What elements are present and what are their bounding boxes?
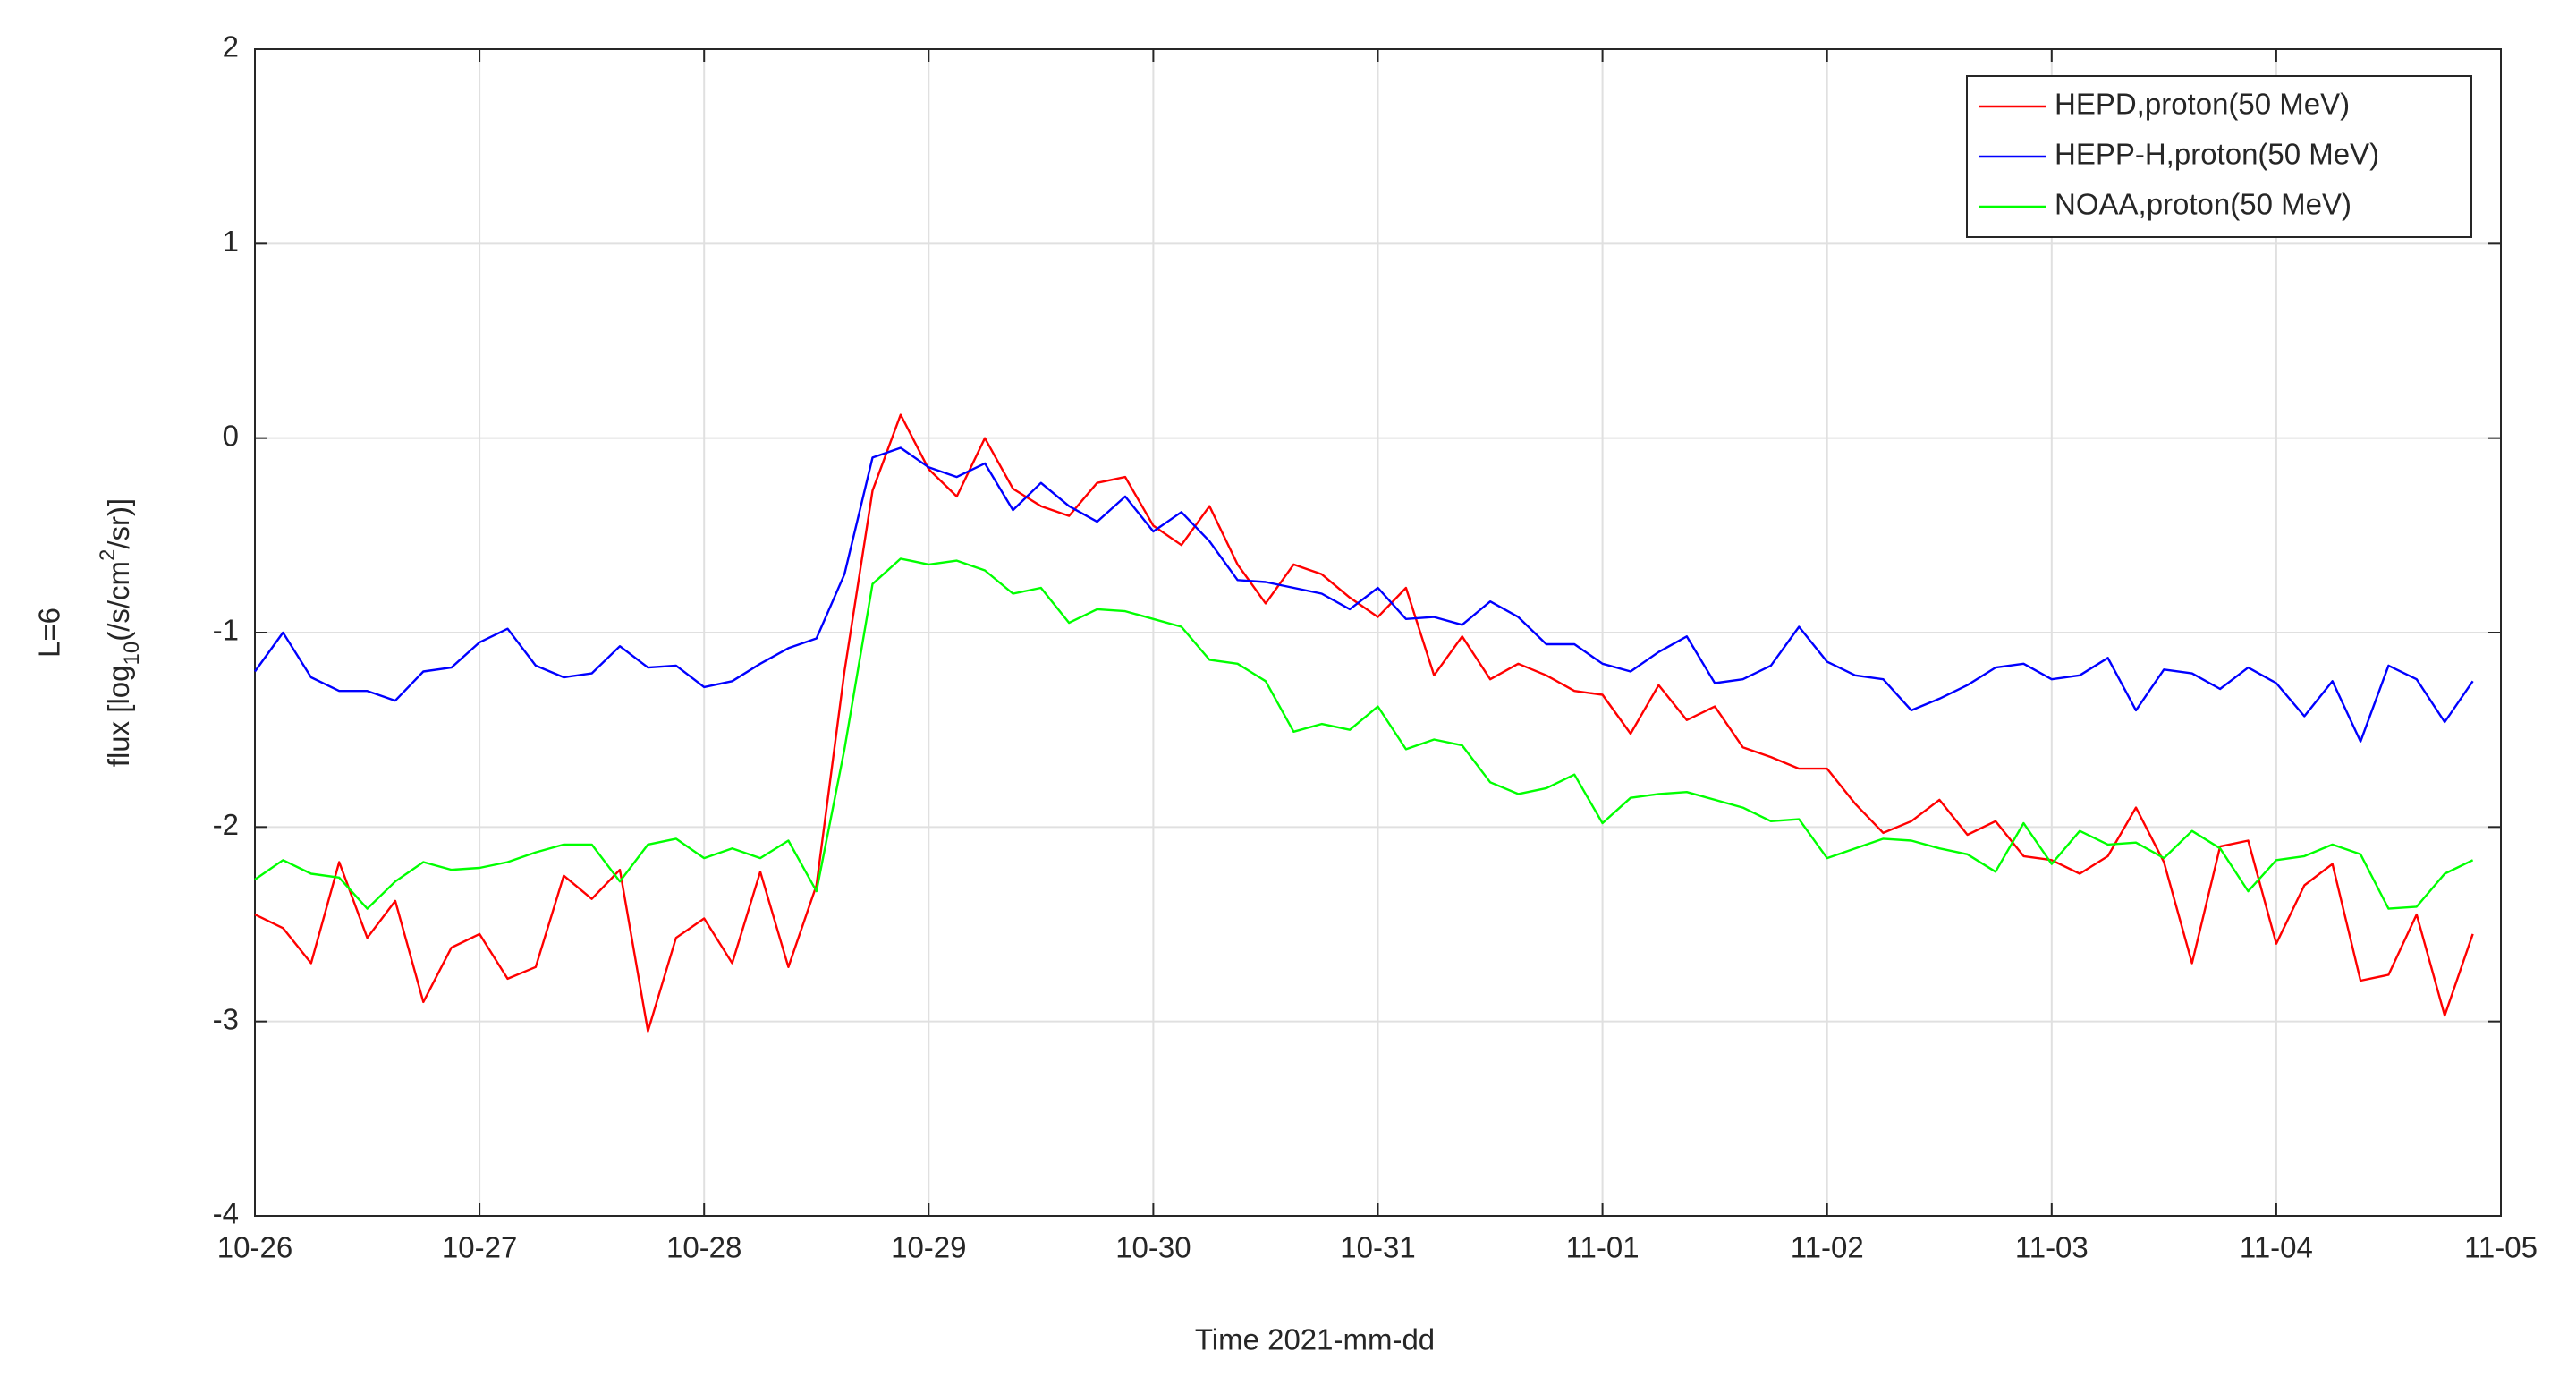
legend-box	[1966, 75, 2472, 238]
y-axis-label: flux [log10(/s/cm2/sr)]	[96, 498, 144, 767]
y-axis-label-part: (/s/cm	[102, 561, 135, 642]
legend-label: NOAA,proton(50 MeV)	[2055, 188, 2351, 221]
y-tick-label: -2	[213, 808, 239, 841]
x-tick-label: 11-05	[2464, 1231, 2538, 1264]
series-line	[254, 413, 2474, 1033]
x-tick-label: 10-27	[442, 1231, 517, 1264]
y-axis-title: L=6	[33, 608, 66, 658]
x-tick-label: 11-04	[2240, 1231, 2313, 1264]
x-tick-label: 10-29	[891, 1231, 966, 1264]
y-tick-label: 1	[223, 225, 239, 258]
x-tick-label: 10-31	[1340, 1231, 1415, 1264]
x-axis-label: Time 2021-mm-dd	[1195, 1323, 1435, 1356]
y-axis-label-part: 2	[96, 549, 120, 561]
legend-label: HEPP-H,proton(50 MeV)	[2055, 138, 2379, 171]
x-tick-label: 11-03	[2015, 1231, 2089, 1264]
x-tick-label: 10-30	[1115, 1231, 1191, 1264]
series-line	[254, 446, 2474, 743]
y-tick-label: 0	[223, 419, 239, 452]
series-line	[254, 557, 2474, 910]
y-tick-label: -1	[213, 614, 239, 647]
x-tick-label: 11-01	[1566, 1231, 1640, 1264]
axes-box	[254, 48, 2502, 1217]
x-tick-label: 11-02	[1791, 1231, 1864, 1264]
x-tick-label: 10-26	[217, 1231, 292, 1264]
y-axis-label-part: flux [log	[102, 665, 135, 767]
y-axis-label-part: /sr)]	[102, 498, 135, 549]
legend-label: HEPD,proton(50 MeV)	[2055, 88, 2350, 121]
y-axis-label-part: 10	[120, 642, 144, 666]
y-tick-label: -3	[213, 1002, 239, 1035]
y-tick-label: -4	[213, 1197, 239, 1230]
x-tick-label: 10-28	[666, 1231, 741, 1264]
y-tick-label: 2	[223, 30, 239, 64]
